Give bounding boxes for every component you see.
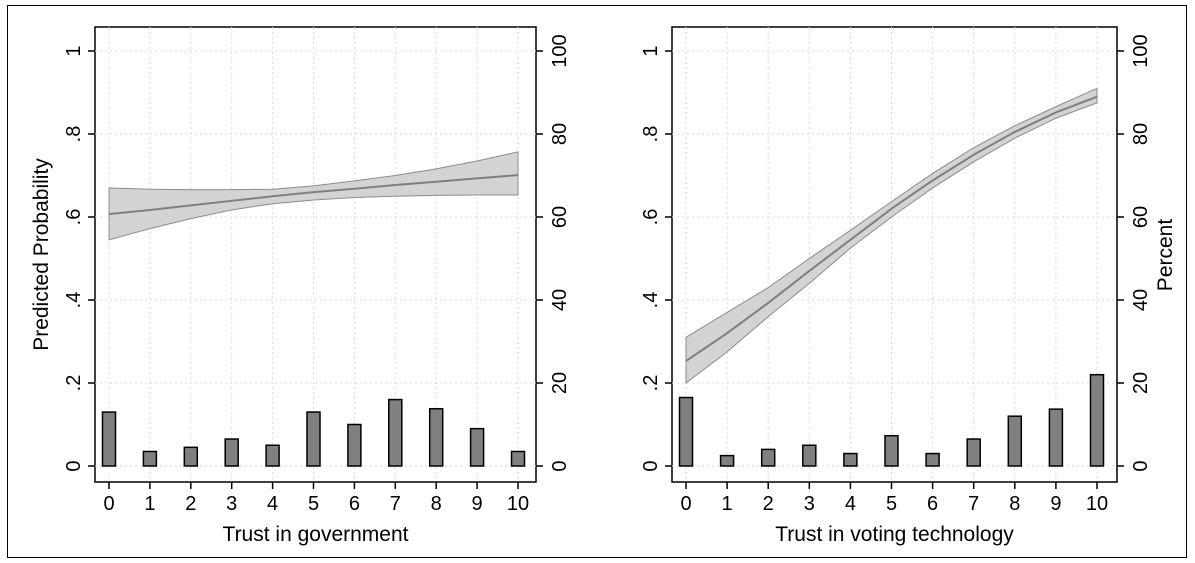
bar	[760, 448, 776, 467]
y-tick-label: 0	[640, 460, 662, 471]
bar	[306, 411, 321, 467]
x-tick-label: 10	[507, 493, 529, 515]
prediction-line	[685, 95, 1098, 362]
bar	[388, 398, 403, 467]
x-tick-label: 3	[226, 493, 237, 515]
x-tick-label: 1	[722, 493, 733, 515]
y2-tick-label: 40	[1130, 289, 1152, 311]
bar	[1007, 415, 1023, 467]
x-tick-label: 7	[390, 493, 401, 515]
x-tick-label: 5	[308, 493, 319, 515]
x-tick-label: 4	[267, 493, 278, 515]
plot-area	[671, 26, 1118, 483]
y2-tick-label: 20	[1130, 372, 1152, 394]
y-tick-label: .2	[63, 375, 85, 392]
y-axis-label: Predicted Probability	[30, 158, 53, 351]
bar	[966, 438, 981, 467]
y-tick-label: 0	[63, 460, 85, 471]
x-axis-label: Trust in voting technology	[775, 523, 1014, 546]
bar	[347, 423, 362, 467]
y2-tick-label: 60	[1130, 206, 1152, 228]
bar	[510, 450, 526, 467]
y2-tick-label: 0	[549, 460, 571, 471]
bar	[265, 444, 280, 467]
x-tick-label: 2	[185, 493, 196, 515]
bar	[1048, 408, 1064, 467]
grid	[95, 27, 536, 482]
x-axis-label: Trust in government	[223, 523, 409, 546]
x-tick-label: 1	[144, 493, 155, 515]
x-tick-label: 7	[968, 493, 979, 515]
y2-tick-label: 60	[549, 206, 571, 228]
x-tick-label: 4	[845, 493, 856, 515]
prediction-line-path	[685, 95, 1098, 362]
confidence-band-area	[685, 87, 1098, 385]
bar	[925, 452, 940, 467]
grid	[672, 27, 1117, 482]
bar	[142, 450, 158, 467]
bar	[678, 396, 694, 467]
y-tick-label: .6	[640, 209, 662, 226]
bar	[428, 407, 444, 467]
x-tick-label: 8	[431, 493, 442, 515]
x-tick-label: 0	[103, 493, 114, 515]
x-tick-label: 6	[349, 493, 360, 515]
y2-tick-label: 40	[549, 289, 571, 311]
y-tick-label: .2	[640, 375, 662, 392]
bar	[719, 454, 735, 467]
y2-axis-label: Percent	[1154, 219, 1177, 292]
plot-area	[94, 26, 537, 483]
prediction-line	[108, 174, 519, 216]
prediction-line-path	[108, 174, 519, 216]
confidence-band	[108, 151, 519, 241]
bar	[469, 427, 485, 467]
bar	[1089, 373, 1105, 467]
x-tick-label: 8	[1009, 493, 1020, 515]
bar	[802, 444, 817, 467]
y2-tick-label: 80	[1130, 123, 1152, 145]
bar-series	[101, 398, 526, 467]
y-tick-label: 1	[63, 45, 85, 56]
y-tick-label: 1	[640, 45, 662, 56]
x-tick-label: 9	[472, 493, 483, 515]
x-tick-label: 0	[680, 493, 691, 515]
bar	[884, 434, 899, 467]
y2-tick-label: 80	[549, 123, 571, 145]
x-tick-label: 9	[1050, 493, 1061, 515]
x-tick-label: 5	[886, 493, 897, 515]
y-tick-label: .6	[63, 209, 85, 226]
confidence-band-area	[108, 151, 519, 241]
x-tick-label: 2	[763, 493, 774, 515]
bar-series	[678, 373, 1105, 467]
bar	[224, 438, 239, 467]
y-tick-label: .8	[640, 126, 662, 143]
y2-tick-label: 0	[1130, 460, 1152, 471]
bar	[183, 446, 199, 467]
y2-tick-label: 100	[1130, 34, 1152, 67]
x-tick-label: 3	[804, 493, 815, 515]
bar	[843, 452, 858, 467]
x-tick-label: 6	[927, 493, 938, 515]
confidence-band	[685, 87, 1098, 385]
y2-tick-label: 100	[549, 34, 571, 67]
y-tick-label: .4	[63, 292, 85, 309]
y2-tick-label: 20	[549, 372, 571, 394]
bar	[101, 411, 117, 467]
y-tick-label: .4	[640, 292, 662, 309]
y-tick-label: .8	[63, 126, 85, 143]
x-tick-label: 10	[1086, 493, 1108, 515]
figure-frame	[7, 5, 1187, 558]
